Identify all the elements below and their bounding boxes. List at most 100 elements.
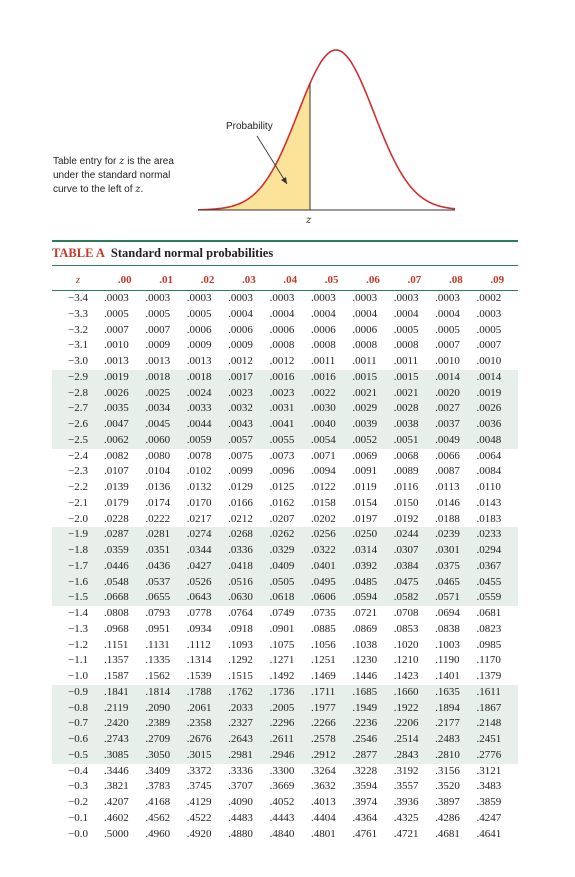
probability-cell: .1251: [310, 654, 336, 667]
probability-cell: .0069: [352, 449, 378, 462]
table-header-row: z .00 .01 .02 .03 .04 .05 .06 .07 .08 .09: [52, 270, 518, 291]
probability-cell: .0003: [228, 289, 270, 307]
probability-cell: .1711: [310, 684, 353, 701]
probability-cell: .0055: [269, 432, 311, 449]
probability-cell: .0192: [393, 512, 419, 525]
probability-cell: .3264: [310, 764, 336, 777]
table-row: −2.4 .0082 .0080 .0078 .0075 .0073 .0071 .0069.…: [52, 449, 518, 465]
probability-cell: .0869: [352, 622, 378, 635]
probability-pointer: [256, 135, 288, 185]
z-value-cell: −1.1: [68, 654, 88, 667]
z-value-cell: −2.4: [68, 449, 88, 462]
probability-cell: .3974: [352, 796, 378, 808]
probability-cell: .0150: [393, 496, 419, 509]
probability-cell: .0287: [104, 527, 146, 543]
probability-cell: .0918: [228, 622, 253, 635]
probability-cell: .1841: [104, 684, 146, 701]
probability-cell: .0314: [352, 543, 394, 559]
probability-cell: .0034: [145, 401, 187, 417]
probability-cell: .0582: [393, 590, 436, 606]
probability-cell: .0004: [435, 307, 460, 320]
probability-cell: .2296: [269, 716, 311, 732]
probability-cell: .2389: [145, 716, 187, 732]
probability-cell: .1762: [228, 684, 270, 701]
probability-cell: .0011: [393, 355, 419, 367]
table-row: −0.6.2743.2709.2676.2643.2611.2578.2546.…: [52, 732, 518, 748]
probability-cell: .0009: [228, 339, 253, 352]
probability-cell: .3936: [393, 796, 419, 808]
probability-cell: .0008: [310, 339, 336, 352]
probability-cell: .0068: [393, 449, 419, 462]
probability-cell: .0008: [352, 339, 378, 352]
probability-cell: .2358: [186, 716, 229, 732]
z-value-cell: −0.8: [52, 700, 104, 717]
probability-cell: .0749: [269, 607, 295, 619]
probability-cell: .0207: [269, 512, 295, 525]
table-row: −1.0 .1587 .1562 .1539 .1515 .1492 .1469 .1446.…: [52, 669, 518, 685]
probability-cell: .0066: [435, 449, 460, 462]
probability-cell: .0359: [104, 543, 146, 559]
probability-cell: .1736: [269, 684, 311, 701]
probability-cell: .3015: [186, 747, 229, 764]
column-header: .09: [490, 274, 505, 286]
probability-cell: .0778: [186, 607, 212, 619]
probability-cell: .2148: [476, 716, 518, 732]
probability-cell: .1131: [145, 638, 170, 651]
table-row: −2.3 .0107 .0104 .0102 .0099 .0096 .0094 .0091.…: [52, 464, 518, 480]
probability-cell: .0446: [104, 558, 146, 575]
table-row: −1.8.0359.0351.0344.0336.0329.0322.0314.…: [52, 543, 518, 559]
probability-cell: .4960: [145, 827, 171, 840]
probability-cell: .0006: [186, 323, 212, 336]
probability-cell: .0089: [393, 465, 419, 478]
probability-cell: .3783: [145, 780, 171, 793]
normal-curve-graphic: [197, 49, 456, 211]
probability-cell: .0071: [310, 449, 336, 462]
z-value-cell: −1.9: [52, 527, 104, 543]
z-value-cell: −2.7: [52, 401, 104, 417]
probability-cell: .0548: [104, 574, 146, 591]
probability-cell: .0107: [104, 465, 129, 478]
probability-cell: .0087: [435, 465, 460, 478]
table-row: −0.1 .4602 .4562 .4522 .4483 .4443 .4404 .4364.…: [52, 811, 518, 827]
probability-cell: .0031: [269, 401, 311, 417]
probability-cell: .0606: [310, 590, 353, 606]
probability-cell: .4090: [228, 796, 253, 808]
column-header: .01: [159, 274, 173, 286]
z-value-cell: −1.4: [68, 607, 88, 619]
probability-cell: .2743: [104, 732, 146, 748]
probability-cell: .2877: [352, 747, 394, 764]
probability-cell: .0274: [186, 527, 229, 543]
probability-cell: .0014: [476, 369, 518, 386]
probability-cell: .4920: [186, 827, 212, 840]
probability-cell: .0006: [269, 323, 295, 336]
probability-cell: .0212: [228, 512, 253, 525]
probability-cell: .0004: [393, 307, 419, 320]
probability-cell: .1423: [393, 670, 419, 682]
probability-cell: .3336: [228, 764, 253, 777]
probability-cell: .0036: [476, 417, 518, 433]
probability-cell: .0268: [228, 527, 270, 543]
probability-cell: .0005: [435, 323, 460, 336]
table-row: −2.9.0019.0018.0018.0017.0016.0016.0015.…: [52, 369, 518, 386]
probability-cell: .1894: [435, 700, 477, 717]
probability-cell: .3669: [269, 780, 295, 793]
table-row: −3.2 .0007 .0007 .0006 .0006 .0006 .0006 .0006.…: [52, 323, 518, 339]
probability-cell: .0418: [228, 558, 270, 575]
probability-cell: .0618: [269, 590, 311, 606]
probability-cell: .0003: [104, 289, 146, 307]
probability-cell: .1056: [310, 638, 336, 651]
probability-cell: .0823: [476, 622, 502, 635]
probability-cell: .4801: [310, 827, 336, 840]
probability-cell: .0013: [145, 355, 171, 367]
probability-cell: .0019: [104, 369, 146, 386]
probability-cell: .0016: [269, 369, 311, 386]
probability-cell: .0027: [435, 401, 477, 417]
probability-cell: .0222: [145, 512, 171, 525]
table-row: −2.0 .0228 .0222 .0217 .0212 .0207 .0202 .0197.…: [52, 512, 518, 528]
table-row: −1.9.0287.0281.0274.0268.0262.0256.0250.…: [52, 527, 518, 543]
probability-cell: .0427: [186, 558, 229, 575]
probability-cell: .0122: [310, 481, 336, 493]
z-value-cell: −3.0: [68, 355, 88, 367]
probability-cell: .0116: [393, 481, 419, 493]
bell-curve: [197, 49, 456, 211]
